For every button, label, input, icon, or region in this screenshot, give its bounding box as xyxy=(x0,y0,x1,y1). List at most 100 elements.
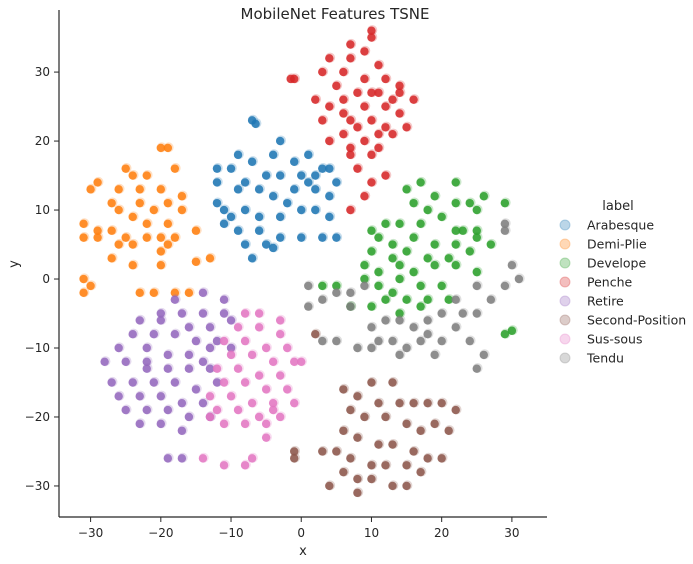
data-point xyxy=(409,447,418,456)
data-point xyxy=(395,261,404,270)
data-point xyxy=(184,323,194,332)
data-point xyxy=(479,192,489,201)
data-point xyxy=(423,295,432,304)
data-point xyxy=(339,426,348,435)
series-tendu xyxy=(304,218,525,374)
data-point xyxy=(486,295,496,304)
data-point xyxy=(339,109,348,118)
data-point xyxy=(212,198,222,208)
data-point xyxy=(409,233,418,242)
data-point xyxy=(251,119,260,129)
x-tick-label: 0 xyxy=(297,526,305,540)
data-point xyxy=(395,274,404,284)
data-point xyxy=(395,398,404,408)
data-point xyxy=(444,295,453,304)
data-point xyxy=(254,226,264,235)
data-point xyxy=(346,405,355,415)
data-point xyxy=(170,164,180,173)
data-point xyxy=(346,302,355,311)
legend-label: Retire xyxy=(587,294,624,309)
data-point xyxy=(318,233,327,242)
data-point xyxy=(395,81,404,91)
data-point xyxy=(177,192,187,201)
data-point xyxy=(318,116,327,125)
data-point xyxy=(416,281,425,291)
data-point xyxy=(254,412,264,422)
data-point xyxy=(261,343,271,353)
data-point xyxy=(395,88,404,97)
data-point xyxy=(437,336,446,346)
data-point xyxy=(205,364,215,373)
data-point xyxy=(339,95,348,104)
series-second-position xyxy=(290,328,462,498)
data-point xyxy=(212,164,222,173)
data-point xyxy=(261,240,271,249)
data-point xyxy=(367,378,376,387)
data-point xyxy=(297,171,306,180)
data-point xyxy=(128,261,137,270)
data-point xyxy=(451,261,460,270)
data-point xyxy=(149,205,158,215)
data-point xyxy=(191,226,201,235)
data-point xyxy=(437,281,446,291)
data-point xyxy=(437,454,446,463)
data-point xyxy=(402,481,411,491)
data-point xyxy=(367,343,376,353)
y-tick-label: −30 xyxy=(25,479,50,493)
data-point xyxy=(325,192,334,201)
legend-marker xyxy=(559,257,571,269)
x-tick-label: 30 xyxy=(504,526,519,540)
data-point xyxy=(472,233,481,242)
data-point xyxy=(240,336,250,346)
data-point xyxy=(451,323,460,332)
data-point xyxy=(360,192,369,201)
data-point xyxy=(205,254,215,263)
data-point xyxy=(367,323,376,332)
data-point xyxy=(318,67,327,77)
data-point xyxy=(325,164,334,173)
data-point xyxy=(268,398,278,408)
data-point xyxy=(135,198,144,208)
series-demi-plie xyxy=(79,142,216,298)
data-point xyxy=(290,398,299,408)
x-tick-label: −30 xyxy=(78,526,103,540)
data-point xyxy=(290,157,299,166)
data-point xyxy=(374,143,383,153)
data-point xyxy=(374,336,383,346)
data-point xyxy=(332,447,341,456)
data-point xyxy=(360,136,369,146)
data-point xyxy=(479,350,489,360)
data-point xyxy=(472,309,481,318)
data-point xyxy=(381,461,390,470)
data-point xyxy=(290,185,299,194)
data-point xyxy=(79,274,88,284)
data-point xyxy=(114,240,123,249)
data-point xyxy=(149,378,158,387)
data-point xyxy=(367,178,376,187)
data-point xyxy=(198,398,208,408)
data-point xyxy=(212,405,222,415)
data-point xyxy=(93,233,102,242)
legend: label Arabesque Demi-Plie Develope Penche Re… xyxy=(559,199,686,366)
data-point xyxy=(156,233,166,242)
data-point xyxy=(367,26,376,35)
data-point xyxy=(444,426,453,435)
data-point xyxy=(318,336,327,346)
data-point xyxy=(409,267,418,277)
data-point xyxy=(240,419,250,429)
data-point xyxy=(297,233,306,242)
legend-marker xyxy=(559,219,571,231)
data-point xyxy=(254,371,264,380)
data-point xyxy=(381,316,390,325)
data-point xyxy=(451,198,460,208)
data-point xyxy=(332,336,341,346)
data-point xyxy=(402,247,411,256)
data-point xyxy=(135,288,144,298)
data-point xyxy=(240,378,250,387)
series-arabesque xyxy=(212,114,343,263)
data-point xyxy=(261,171,271,180)
data-point xyxy=(121,357,130,366)
data-point xyxy=(275,212,285,222)
legend-marker xyxy=(559,314,571,326)
